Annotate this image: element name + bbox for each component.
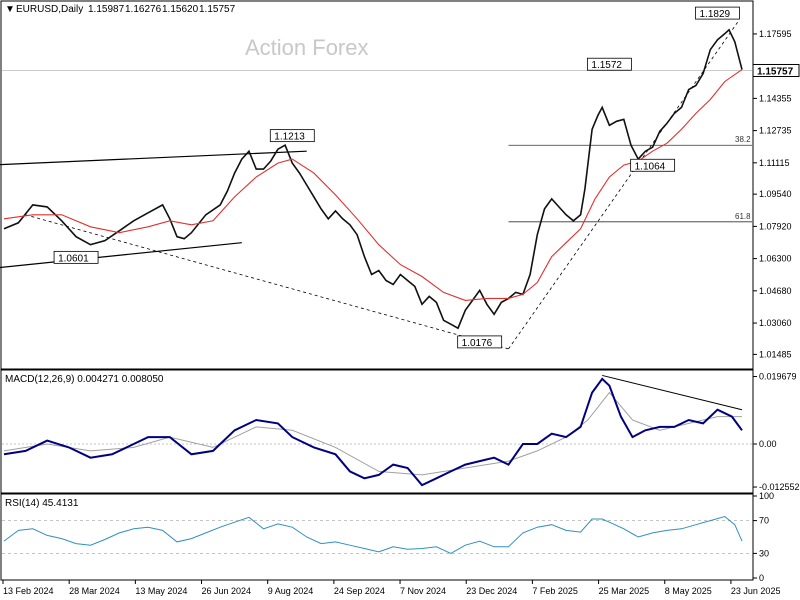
y-tick-label: 0 [759, 573, 764, 583]
trendline [508, 19, 740, 350]
price-line [3, 28, 743, 330]
y-tick-label: 1.17595 [759, 29, 792, 39]
x-axis: 13 Feb 2024 28 Mar 2024 13 May 2024 26 Jun … [2, 580, 781, 596]
rsi-line [3, 515, 743, 554]
price-annotation-label: 1.1064 [635, 161, 666, 172]
price-panel: 1.17595 1.15757 1.14355 1.12735 1.11115 1.095… [0, 6, 800, 359]
fib-level-label: 38.2 [735, 135, 751, 144]
price-annotation-box [457, 335, 503, 349]
moving-average-line [3, 69, 743, 301]
ohlc-low: 1.15620 [162, 4, 199, 15]
rsi-title: RSI(14) 45.4131 [5, 498, 79, 509]
ohlc-open: 1.15987 [88, 4, 125, 15]
macd-title: MACD(12,26,9) 0.004271 0.008050 [5, 374, 164, 385]
ohlc-high: 1.16276 [125, 4, 162, 15]
current-price-label: 1.15757 [757, 66, 794, 77]
macd-signal-line [3, 391, 742, 476]
chart-title: EURUSD,Daily [16, 4, 83, 15]
price-annotation-label: 1.1213 [274, 132, 305, 143]
y-tick-label: 30 [759, 548, 769, 558]
x-tick-label: 9 Aug 2024 [268, 586, 314, 596]
price-annotation-label: 1.0601 [58, 253, 89, 264]
price-annotation-label: 1.0176 [462, 338, 493, 349]
macd-line [3, 377, 743, 487]
y-tick-label: -0.012552 [759, 482, 800, 492]
macd-panel: 0.019679 0.00 -0.012552 [2, 372, 800, 492]
y-tick-label: 0.00 [759, 439, 777, 449]
price-annotation-box [269, 129, 315, 143]
y-tick-label: 1.09540 [759, 189, 792, 199]
current-price-tag [752, 63, 800, 77]
x-tick-label: 7 Feb 2025 [532, 586, 578, 596]
x-tick-label: 8 May 2025 [665, 586, 712, 596]
price-annotation-box [630, 158, 676, 172]
price-annotation-box [586, 57, 632, 71]
y-tick-label: 1.01485 [759, 349, 792, 359]
price-panel-frame [0, 0, 754, 370]
x-tick-label: 25 Mar 2025 [599, 586, 650, 596]
y-tick-label: 1.11115 [759, 158, 790, 168]
x-tick-label: 24 Sep 2024 [334, 586, 385, 596]
fib-level-label: 61.8 [735, 212, 751, 221]
trendline [0, 150, 307, 166]
price-annotation-box [695, 6, 740, 20]
macd-trendline [602, 374, 743, 411]
macd-panel-frame [0, 369, 754, 494]
rsi-panel-frame [0, 493, 754, 581]
y-tick-label: 1.12735 [759, 126, 792, 136]
y-tick-label: 1.04680 [759, 286, 792, 296]
watermark: Action Forex [245, 35, 369, 60]
y-tick-label: 0.019679 [759, 372, 797, 382]
x-tick-label: 13 Feb 2024 [3, 586, 54, 596]
price-annotation-label: 1.1572 [591, 60, 622, 71]
rsi-panel: 100 70 30 0 [2, 491, 774, 583]
y-tick-label: 1.06300 [759, 254, 792, 264]
x-tick-label: 13 May 2024 [135, 586, 187, 596]
x-tick-label: 26 Jun 2024 [202, 586, 252, 596]
ohlc-close: 1.15757 [199, 4, 236, 15]
trendline [0, 242, 242, 269]
x-tick-label: 28 Mar 2024 [69, 586, 120, 596]
y-tick-label: 1.14355 [759, 93, 792, 103]
y-tick-label: 70 [759, 516, 769, 526]
price-annotation-label: 1.1829 [699, 9, 730, 20]
x-tick-label: 23 Jun 2025 [731, 586, 781, 596]
y-tick-label: 1.03060 [759, 318, 792, 328]
y-tick-label: 100 [759, 491, 774, 501]
price-annotation-box [53, 250, 99, 264]
x-tick-label: 7 Nov 2024 [400, 586, 446, 596]
y-tick-label: 1.07920 [759, 221, 792, 231]
x-tick-label: 23 Dec 2024 [466, 586, 517, 596]
chart-title-arrow-icon: ▼ [5, 4, 15, 15]
